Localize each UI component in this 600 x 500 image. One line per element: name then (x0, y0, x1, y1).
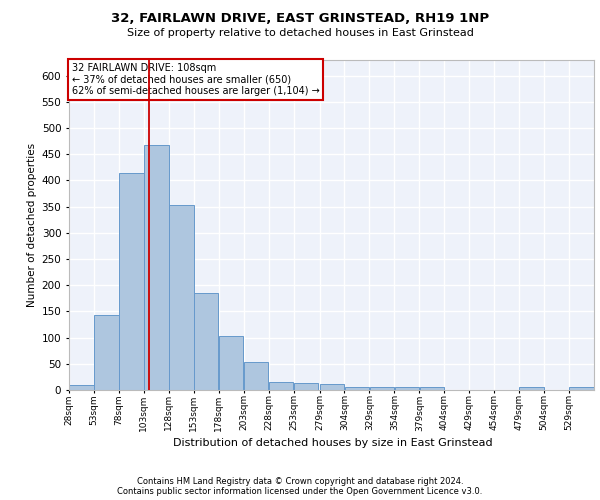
Text: 32, FAIRLAWN DRIVE, EAST GRINSTEAD, RH19 1NP: 32, FAIRLAWN DRIVE, EAST GRINSTEAD, RH19… (111, 12, 489, 26)
Text: Contains public sector information licensed under the Open Government Licence v3: Contains public sector information licen… (118, 487, 482, 496)
Bar (244, 362, 268, 390)
Bar (269, 382, 293, 390)
Bar (320, 384, 344, 390)
Text: 32 FAIRLAWN DRIVE: 108sqm
← 37% of detached houses are smaller (650)
62% of semi: 32 FAIRLAWN DRIVE: 108sqm ← 37% of detac… (71, 64, 319, 96)
Y-axis label: Number of detached properties: Number of detached properties (28, 143, 37, 307)
Bar (119, 172, 143, 390)
Bar (345, 387, 369, 390)
Text: Size of property relative to detached houses in East Grinstead: Size of property relative to detached ho… (127, 28, 473, 38)
Bar (569, 388, 594, 390)
Bar (520, 388, 544, 390)
Text: Distribution of detached houses by size in East Grinstead: Distribution of detached houses by size … (173, 438, 493, 448)
Bar (370, 388, 394, 390)
Bar (419, 388, 444, 390)
Bar (69, 385, 94, 390)
Bar (219, 336, 244, 390)
Text: Contains HM Land Registry data © Crown copyright and database right 2024.: Contains HM Land Registry data © Crown c… (137, 478, 463, 486)
Bar (194, 292, 218, 390)
Bar (294, 382, 318, 390)
Bar (395, 388, 419, 390)
Bar (94, 315, 119, 390)
Bar (169, 204, 194, 390)
Bar (144, 146, 169, 390)
